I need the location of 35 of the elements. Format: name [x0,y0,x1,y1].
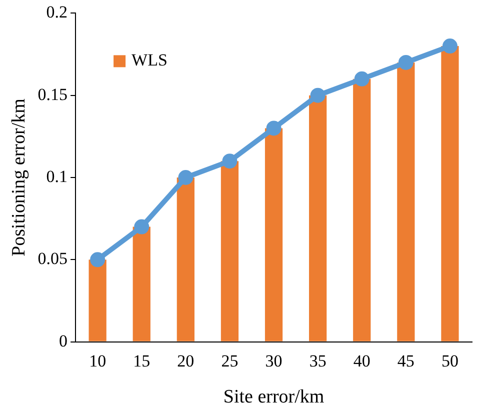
x-tick-label: 30 [265,351,282,370]
x-tick-label: 35 [309,351,326,370]
x-tick-label: 10 [89,351,106,370]
point [310,88,326,103]
bar [397,62,415,342]
y-axis-title: Positioning error/km [8,98,30,256]
y-tick-label: 0.2 [46,2,68,22]
y-tick-label: 0.05 [38,249,68,268]
legend-label: WLS [132,50,168,70]
bar [353,78,371,342]
x-tick-label: 15 [133,351,150,370]
x-tick-label: 45 [397,351,414,370]
x-axis-title: Site error/km [223,386,324,408]
x-tick-label: 50 [441,351,458,370]
point [354,71,370,86]
bar [309,95,327,342]
y-tick-label: 0.15 [38,84,68,104]
x-tick-label: 25 [221,351,238,370]
x-tick-label: 20 [177,351,194,370]
point [266,120,282,136]
y-tick-label: 0 [59,331,68,350]
bar [176,178,194,342]
bar [441,46,459,342]
y-tick-label: 0.1 [46,166,68,186]
bar [88,260,106,342]
point [178,170,194,185]
point [90,252,106,268]
bar [220,161,239,342]
point [398,54,414,70]
point [134,219,150,234]
bar [264,128,283,342]
x-tick-label: 40 [353,351,370,370]
bar [132,226,150,342]
point [222,154,238,169]
point [442,38,458,54]
